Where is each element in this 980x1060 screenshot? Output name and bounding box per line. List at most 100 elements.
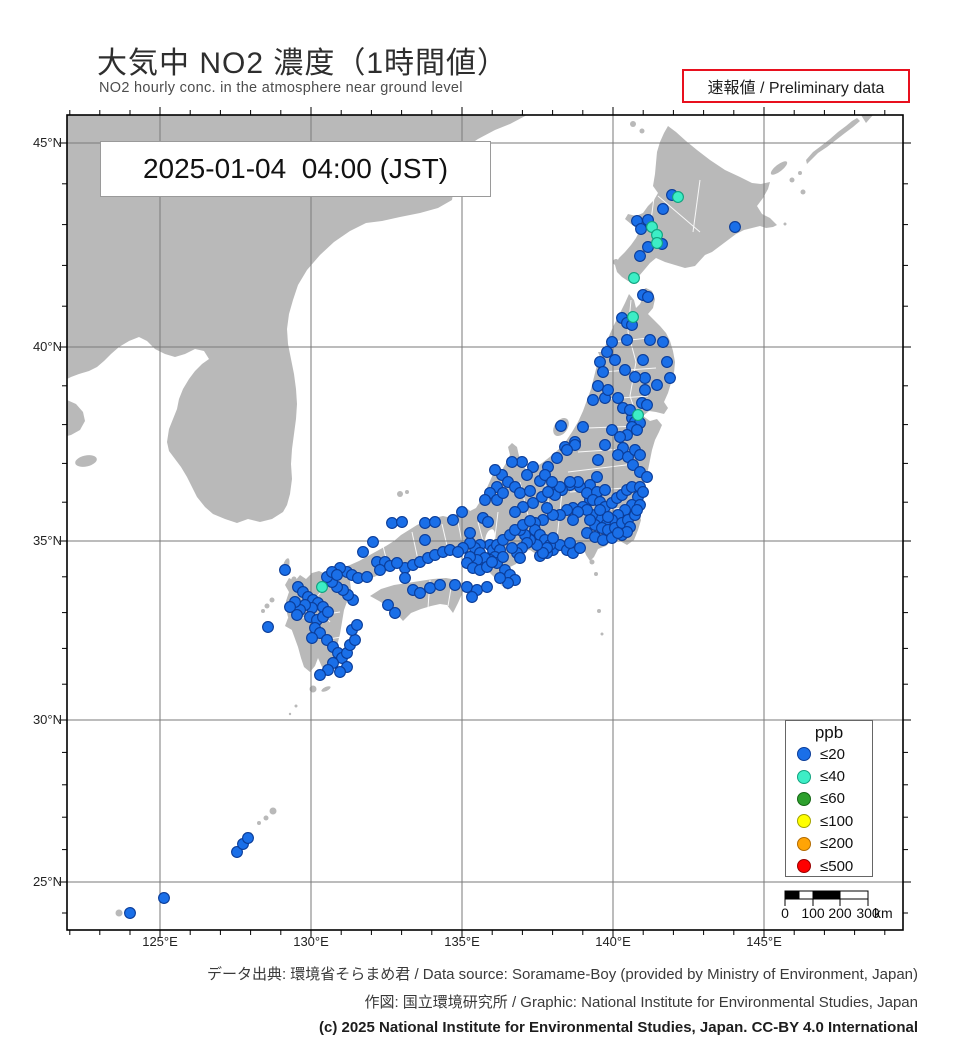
station-dot: [524, 485, 536, 497]
station-dot: [466, 591, 478, 603]
station-dot: [632, 409, 644, 421]
legend-item-label: ≤20: [820, 745, 845, 763]
land-izu-isle-3: [597, 609, 601, 613]
lat-tick-label: 40°N: [32, 339, 62, 354]
station-dot: [452, 546, 464, 558]
station-dot: [634, 250, 646, 262]
station-dot: [594, 504, 606, 516]
land-izu-oshima: [589, 559, 595, 565]
station-dot: [599, 484, 611, 496]
land-tanegashima: [321, 686, 331, 692]
station-dot: [414, 587, 426, 599]
land-habomai: [783, 222, 787, 226]
station-dot: [486, 556, 498, 568]
legend-row: ≤500: [786, 855, 872, 877]
station-dot: [637, 486, 649, 498]
land-kuril-islet-2: [798, 171, 802, 175]
station-dot: [664, 372, 676, 384]
station-dot: [389, 607, 401, 619]
page-subtitle: NO2 hourly conc. in the atmosphere near …: [99, 80, 463, 96]
station-dot: [628, 272, 640, 284]
station-dot: [527, 461, 539, 473]
scale-bar: [784, 890, 869, 906]
legend-dot-icon: [797, 836, 811, 851]
lat-tick-label: 30°N: [32, 712, 62, 727]
land-goto-1: [269, 597, 275, 603]
station-dot: [542, 486, 554, 498]
station-dot: [614, 431, 626, 443]
land-tokara-1: [294, 704, 298, 708]
station-dot: [419, 517, 431, 529]
land-rebun: [639, 128, 645, 134]
station-dot: [612, 392, 624, 404]
scalebar-unit-label: km: [874, 905, 893, 921]
station-dot: [609, 354, 621, 366]
land-kunashiri: [770, 161, 788, 175]
station-dot: [396, 516, 408, 528]
footer-copyright: (c) 2025 National Institute for Environm…: [318, 1019, 918, 1036]
land-kuril-islet-1: [800, 189, 806, 195]
station-dot: [158, 892, 170, 904]
station-dot: [349, 634, 361, 646]
land-kuril-tip: [861, 115, 873, 123]
station-dot: [434, 579, 446, 591]
station-dot: [524, 515, 536, 527]
station-dot: [584, 514, 596, 526]
legend-dot-icon: [797, 859, 811, 874]
legend-dot-icon: [797, 769, 811, 784]
scalebar-tick-label: 300: [856, 905, 880, 921]
station-dot: [449, 579, 461, 591]
station-dot: [509, 506, 521, 518]
station-dot: [291, 609, 303, 621]
station-dot: [606, 424, 618, 436]
station-dot: [541, 502, 553, 514]
station-dot: [631, 504, 643, 516]
legend-title: ppb: [814, 723, 844, 742]
station-dot: [642, 291, 654, 303]
station-dot: [602, 511, 614, 523]
station-dot: [564, 537, 576, 549]
lat-tick-label: 45°N: [32, 135, 62, 150]
station-dot: [374, 564, 386, 576]
lon-tick-label: 125°E: [142, 934, 178, 949]
legend-item-label: ≤500: [820, 857, 854, 875]
station-dot: [537, 547, 549, 559]
map-frame: [66, 114, 904, 931]
station-dots: [124, 189, 741, 919]
station-dot: [497, 551, 509, 563]
land-amakusa: [285, 618, 294, 630]
axis-ticks: [59, 107, 911, 938]
station-dot: [602, 384, 614, 396]
station-dot: [424, 582, 436, 594]
station-dot: [672, 191, 684, 203]
station-dot: [489, 464, 501, 476]
legend-dot-icon: [797, 814, 811, 829]
scalebar-tick-label: 200: [828, 905, 852, 921]
station-dot: [386, 517, 398, 529]
station-dot: [314, 669, 326, 681]
station-dot: [242, 832, 254, 844]
land-jeju: [75, 455, 97, 467]
station-dot: [516, 456, 528, 468]
lat-tick-label: 25°N: [32, 874, 62, 889]
station-dot: [599, 439, 611, 451]
legend-dot-icon: [797, 747, 811, 762]
station-dot: [456, 506, 468, 518]
station-dot: [419, 534, 431, 546]
station-dot: [564, 476, 576, 488]
station-dot: [661, 356, 673, 368]
land-oki-2: [405, 490, 409, 494]
land-izu-isle-2: [594, 572, 598, 576]
station-dot: [497, 487, 509, 499]
station-dot: [635, 223, 647, 235]
land-iturup: [806, 118, 860, 164]
station-dot: [644, 334, 656, 346]
station-dot: [547, 532, 559, 544]
land-amami-2: [263, 815, 269, 821]
station-dot: [351, 619, 363, 631]
station-dot: [612, 527, 624, 539]
station-dot: [316, 581, 328, 593]
legend-item-label: ≤100: [820, 812, 854, 830]
station-dot: [627, 311, 639, 323]
